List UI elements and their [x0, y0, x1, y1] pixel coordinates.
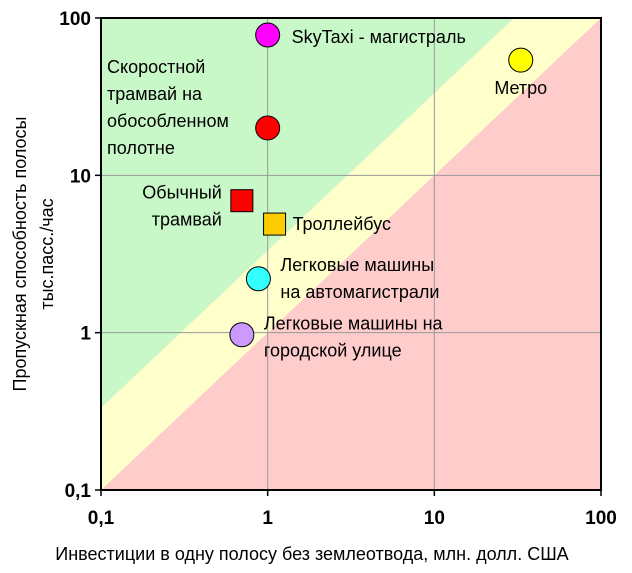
- data-points: [229, 22, 534, 348]
- x-tick-label: 10: [424, 508, 445, 529]
- point-label-line: полотне: [107, 138, 175, 158]
- point-label-line: на автомагистрали: [280, 282, 439, 302]
- y-axis-title: Пропускная способность полосы тыс.пасс./ч…: [10, 117, 57, 392]
- y-tick-label: 1: [80, 324, 91, 345]
- point-label-line: трамвай: [152, 210, 222, 230]
- point-label-line: Легковые машины: [280, 255, 434, 275]
- point-label-line: SkyTaxi - магистраль: [292, 27, 466, 47]
- y-axis-title-line: тыс.пасс./час: [37, 198, 57, 309]
- y-tick-labels: 0,1 1 10 100: [59, 9, 101, 502]
- point-circle: [508, 47, 534, 73]
- point-label-line: Легковые машины на: [264, 314, 444, 334]
- point-label-line: обособленном: [107, 111, 229, 131]
- point-label-line: Обычный: [142, 183, 222, 203]
- plot-border: [100, 17, 602, 491]
- point-circle: [245, 266, 271, 292]
- point-label: Метро: [494, 78, 547, 98]
- point-square: [263, 212, 287, 236]
- point-circle: [255, 22, 281, 48]
- zone-backgrounds: [101, 18, 601, 490]
- point-square: [230, 189, 254, 213]
- x-tick-label: 1: [262, 508, 273, 529]
- zone-yellow: [101, 18, 601, 490]
- point-label: SkyTaxi - магистраль: [292, 27, 466, 47]
- point-label: Обычный трамвай: [142, 183, 222, 230]
- point-label: Скоростной трамвай на обособленном полотне: [107, 57, 229, 158]
- point-label-line: городской улице: [264, 341, 402, 361]
- point-circle: [229, 322, 255, 348]
- point-circle: [255, 115, 281, 141]
- zone-green: [101, 18, 514, 408]
- y-tick-label: 100: [59, 9, 91, 30]
- x-tick-label: 0,1: [88, 508, 115, 529]
- point-label: Легковые машины на городской улице: [264, 314, 444, 361]
- point-label-line: Троллейбус: [293, 214, 391, 234]
- point-label: Троллейбус: [293, 214, 391, 234]
- x-axis-title: Инвестиции в одну полосу без землеотвода…: [55, 544, 568, 564]
- y-tick-label: 10: [70, 166, 91, 187]
- y-tick-label: 0,1: [65, 481, 92, 502]
- point-label: Легковые машины на автомагистрали: [280, 255, 439, 302]
- gridlines: [101, 18, 601, 490]
- point-labels: SkyTaxi - магистраль Метро Скоростной трамв…: [107, 27, 547, 361]
- point-label-line: трамвай на: [107, 84, 203, 104]
- y-axis-title-line: Пропускная способность полосы: [10, 117, 30, 392]
- point-label-line: Скоростной: [107, 57, 205, 77]
- point-label-line: Метро: [494, 78, 547, 98]
- x-tick-label: 100: [585, 508, 617, 529]
- x-tick-labels: 0,1 1 10 100: [88, 490, 617, 529]
